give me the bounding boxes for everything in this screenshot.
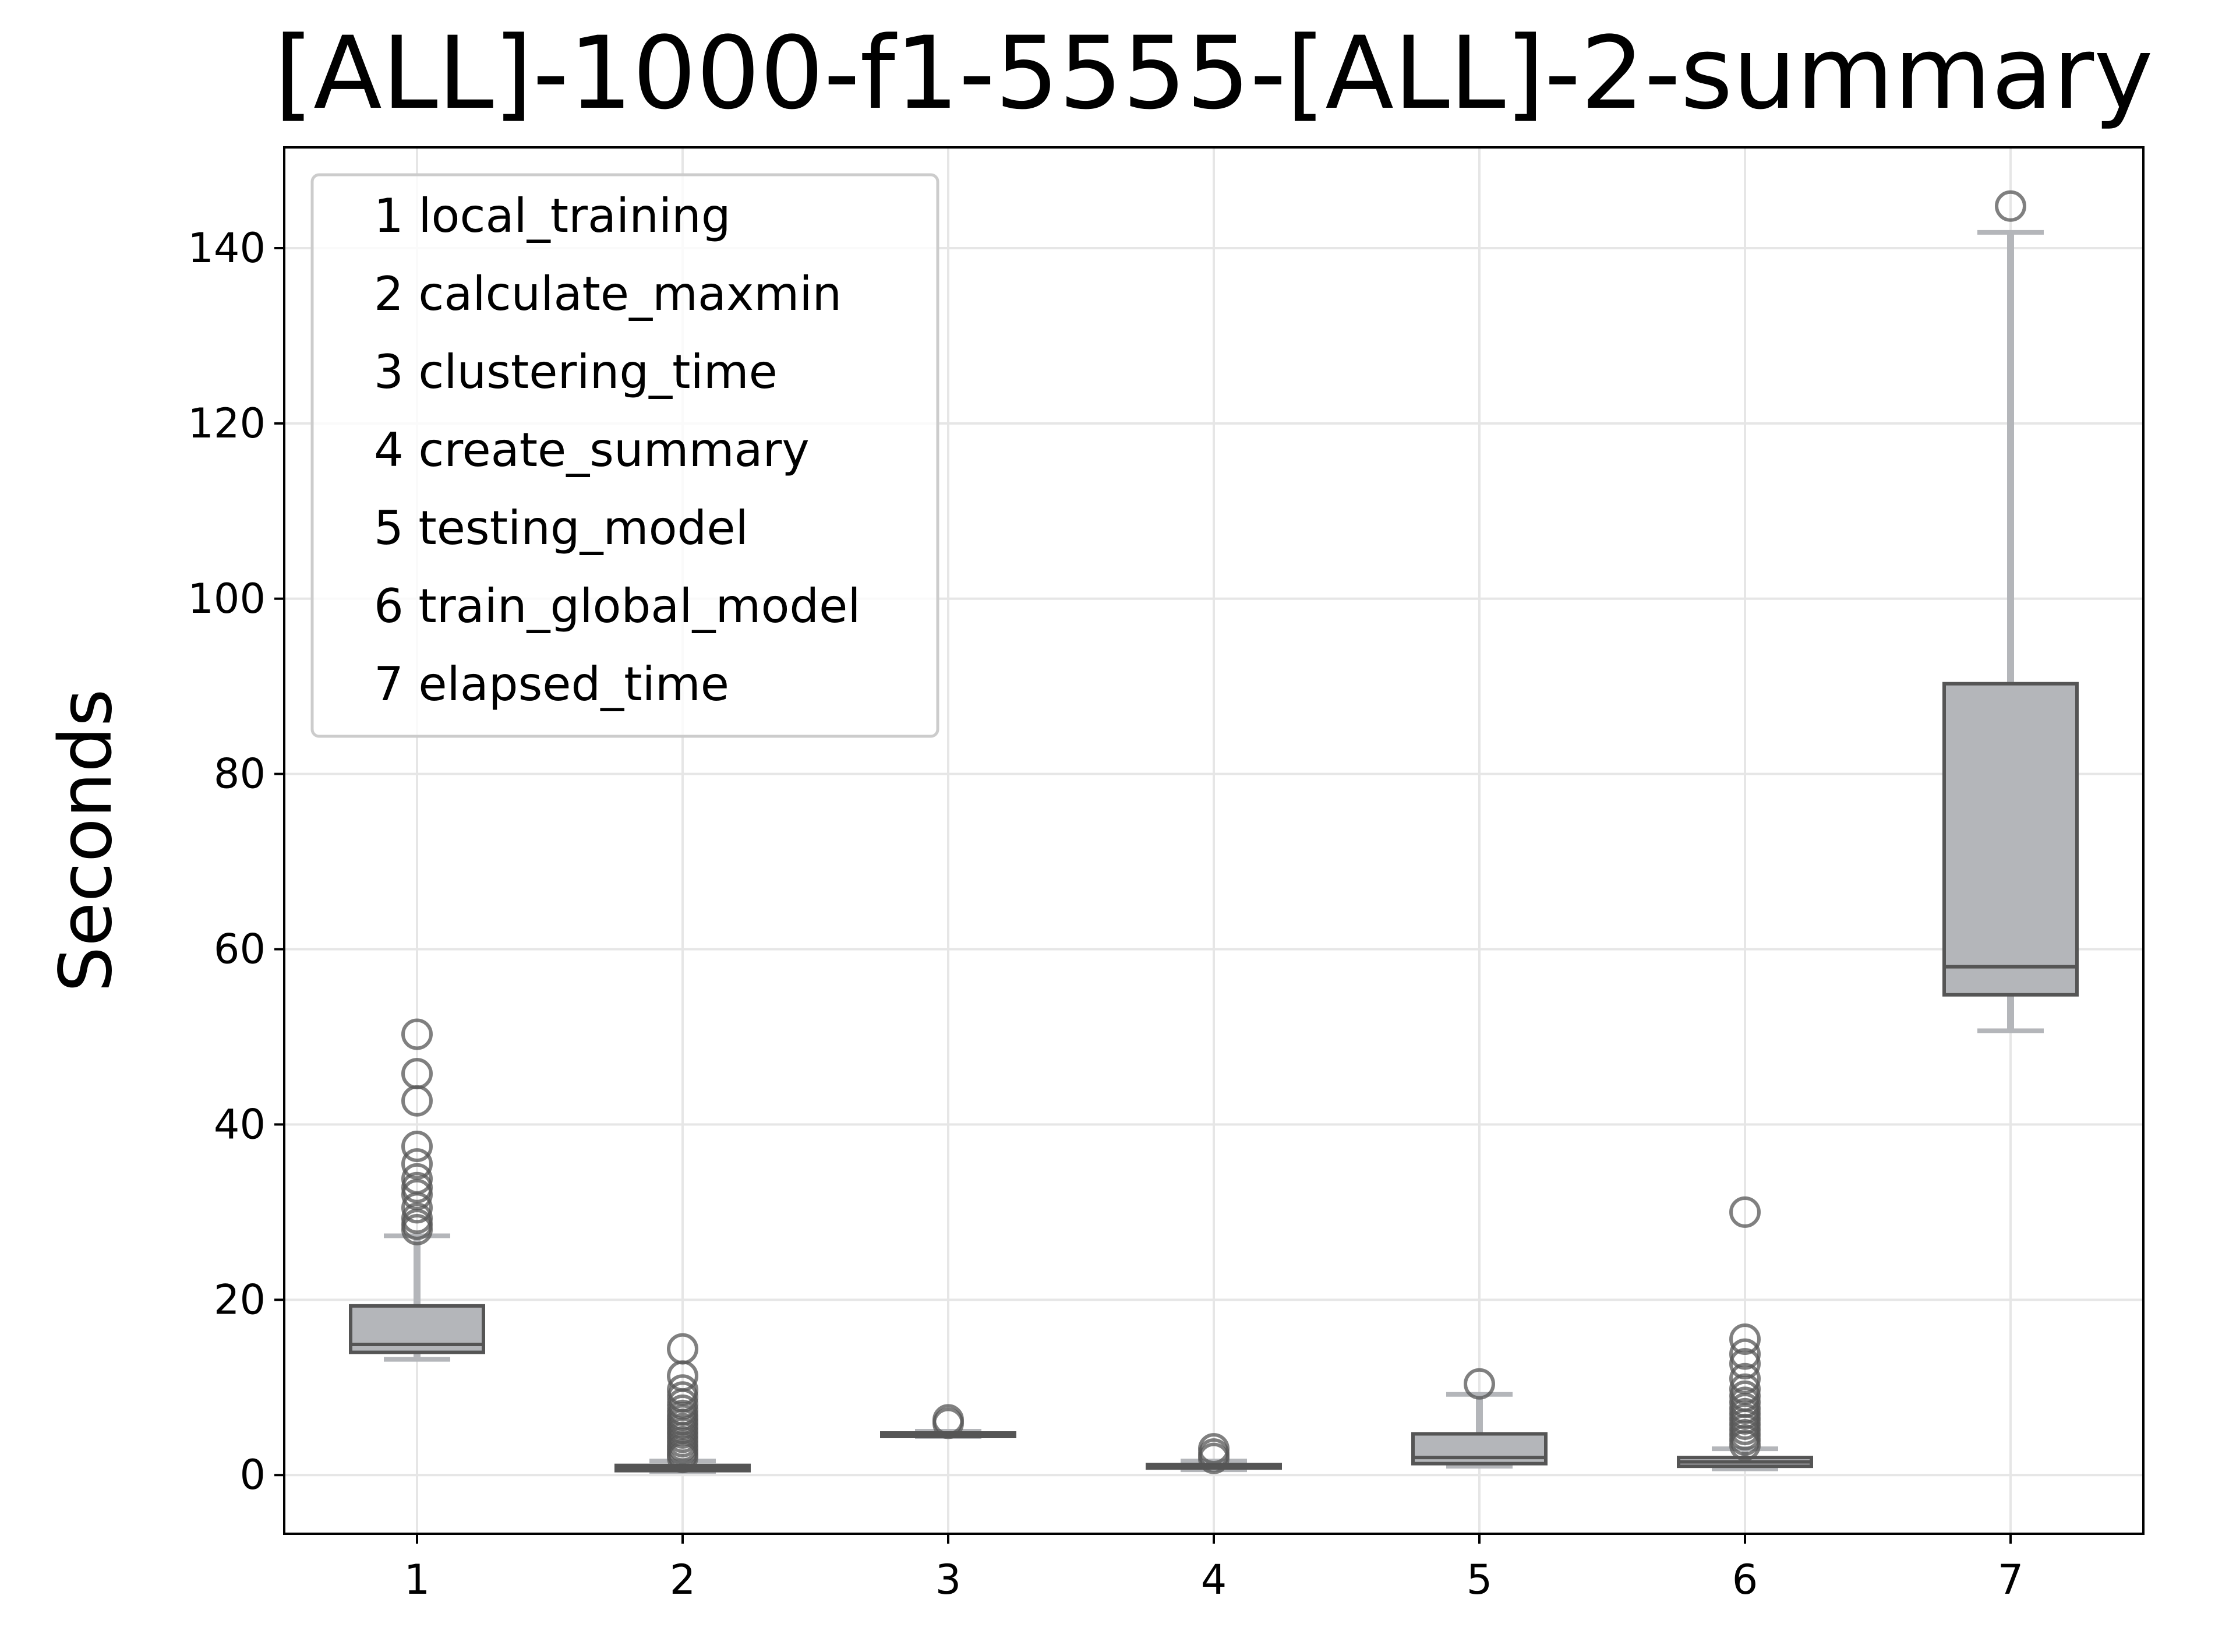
box-category-3 (880, 1404, 1016, 1439)
outlier-point (667, 1333, 698, 1365)
outlier-point (1464, 1368, 1495, 1400)
outlier-point (1729, 1323, 1761, 1356)
box-category-6 (1677, 1196, 1813, 1471)
y-tick-label: 140 (188, 224, 266, 272)
legend-entry: 4 create_summary (374, 423, 810, 477)
outlier-point (1995, 190, 2026, 222)
legend-entry: 1 local_training (374, 189, 731, 243)
box-category-4 (1146, 1433, 1282, 1474)
y-tick-label: 80 (214, 750, 266, 798)
legend-entry: 7 elapsed_time (374, 657, 729, 711)
outlier-point (932, 1404, 964, 1436)
y-tick-label: 0 (239, 1451, 266, 1499)
outlier-point (1198, 1433, 1230, 1465)
x-tick-label: 3 (935, 1556, 962, 1604)
legend-frame (310, 173, 939, 738)
x-tick-label: 2 (670, 1556, 696, 1604)
box-category-5 (1411, 1368, 1548, 1469)
boxes (349, 190, 2079, 1474)
legend-entry: 5 testing_model (374, 501, 748, 555)
legend-entries: 1 local_training 2 calculate_maxmin 3 clus… (374, 189, 861, 711)
outlier-point (401, 1018, 433, 1050)
outlier-point (1729, 1348, 1761, 1380)
x-tick-label: 1 (404, 1556, 430, 1604)
outlier-point (401, 1058, 433, 1090)
outlier-point (401, 1163, 433, 1195)
x-tick-label: 4 (1201, 1556, 1227, 1604)
legend-entry: 2 calculate_maxmin (374, 267, 842, 321)
box-category-2 (614, 1333, 751, 1474)
x-tick-label: 7 (1998, 1556, 2024, 1604)
outlier-point (401, 1148, 433, 1180)
x-tick-label: 6 (1732, 1556, 1758, 1604)
box-iqr (1942, 682, 2079, 997)
y-tick-label: 120 (188, 400, 266, 447)
x-tick-label: 5 (1467, 1556, 1493, 1604)
outlier-point (401, 1131, 433, 1163)
outlier-point (1729, 1362, 1761, 1395)
y-tick-label: 60 (214, 926, 266, 973)
outlier-point (1729, 1196, 1761, 1228)
y-tick-label: 20 (214, 1276, 266, 1323)
y-tick-label: 40 (214, 1100, 266, 1148)
ticks: 0 20 40 60 80 100 120 140 1 2 3 4 5 6 7 (188, 224, 2023, 1604)
legend-entry: 3 clustering_time (374, 345, 778, 399)
y-axis-label: Seconds (44, 689, 128, 993)
outlier-point (1729, 1373, 1761, 1405)
box-category-1 (349, 1018, 485, 1362)
outlier-point (1729, 1338, 1761, 1370)
outlier-point (401, 1171, 433, 1203)
legend: 1 local_training 2 calculate_maxmin 3 clus… (310, 173, 939, 738)
legend-entry: 6 train_global_model (374, 579, 861, 633)
outlier-point (401, 1202, 433, 1234)
chart-title: [ALL]-1000-f1-5555-[ALL]-2-summary (274, 15, 2153, 132)
box-category-7 (1942, 190, 2079, 1033)
outlier-point (667, 1374, 698, 1406)
y-tick-label: 100 (188, 575, 266, 623)
